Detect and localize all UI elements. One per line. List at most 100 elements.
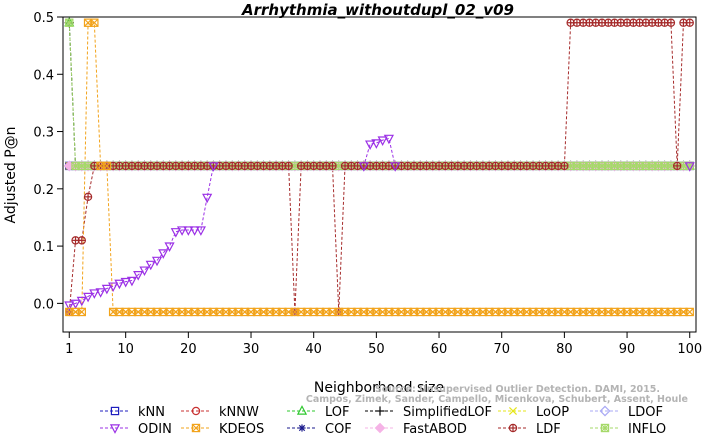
legend-item-knn: kNN	[100, 405, 165, 420]
point-odin-11	[133, 271, 144, 281]
point-odin-9	[120, 277, 131, 288]
y-tick-label: 0.3	[33, 126, 54, 141]
point-odin-19	[183, 226, 194, 236]
point-kdeos-2	[77, 307, 87, 317]
x-tick-label: 10	[117, 342, 134, 357]
legend-marker-ldf	[508, 423, 518, 433]
point-odin-20	[189, 226, 200, 236]
point-ldf-96	[666, 18, 676, 27]
y-tick-label: 0.4	[33, 68, 54, 83]
y-tick-label: 0.0	[33, 297, 54, 312]
point-odin-21	[195, 226, 206, 236]
point-odin-8	[114, 279, 125, 290]
chart-title: Arrhythmia_withoutdupl_02_v09	[241, 1, 514, 19]
axes: 1 10 20 30 40 50 60 70 80 90 100 0.0 0.1 0.2 0.3 0.4 0.5	[33, 11, 702, 357]
point-odin-25	[364, 140, 376, 151]
plot-markers	[63, 16, 696, 317]
legend-label-kdeos: KDEOS	[219, 422, 264, 434]
point-odin-23	[208, 162, 219, 172]
series-markers-odin	[64, 134, 695, 311]
legend-item-inflo: INFLO	[590, 422, 666, 434]
legend-marker-knn	[110, 406, 120, 416]
x-tick-label: 60	[431, 342, 448, 357]
legend-marker-ldof	[599, 405, 611, 417]
point-odin-12	[139, 266, 150, 277]
series-markers-kdeos	[65, 18, 694, 317]
legend-item-fastabod: FastABOD	[365, 422, 467, 434]
legend-label-ldof: LDOF	[628, 405, 663, 420]
legend-item-knnw: kNNW	[181, 405, 259, 420]
point-kdeos-4	[90, 18, 99, 27]
point-odin-4	[89, 289, 100, 299]
legend-label-odin: ODIN	[138, 422, 172, 434]
point-odin-18	[176, 226, 188, 236]
legend-label-lof: LOF	[325, 405, 350, 420]
point-odin-7	[108, 282, 119, 293]
legend-marker-simplifiedlof	[375, 406, 385, 416]
point-ldf-42	[328, 161, 337, 171]
y-tick-label: 0.1	[33, 240, 54, 255]
point-odin-3	[82, 292, 94, 303]
y-tick-label: 0.2	[33, 183, 54, 198]
point-odin-16	[164, 242, 175, 252]
point-kdeos-6	[102, 161, 112, 171]
series-markers-lof	[64, 16, 695, 170]
point-odin-5	[95, 288, 106, 298]
series-line-simplifiedlof	[68, 22, 690, 167]
point-odin-26	[371, 139, 382, 149]
x-tick-label: 80	[556, 342, 573, 357]
point-ldf-2	[77, 236, 87, 245]
legend-marker-kdeos	[191, 423, 201, 433]
legend-label-simplifiedlof: SimplifiedLOF	[403, 405, 492, 420]
point-odin-27	[377, 136, 388, 147]
point-odin-22	[202, 193, 213, 204]
x-tick-label: 50	[368, 342, 385, 357]
point-odin-0	[64, 301, 75, 311]
legend-label-fastabod: FastABOD	[403, 422, 467, 434]
legend-item-cof: COF	[287, 422, 352, 434]
point-odin-30	[684, 162, 695, 172]
point-kdeos-99	[685, 307, 694, 317]
series-markers-ldf	[65, 18, 694, 317]
legend-label-cof: COF	[325, 422, 352, 434]
legend-item-ldof: LDOF	[590, 405, 663, 420]
point-odin-6	[101, 284, 112, 295]
point-odin-14	[151, 256, 163, 267]
legend-item-loop: LoOP	[498, 405, 569, 420]
point-odin-15	[158, 249, 169, 259]
legend-item-ldf: LDF	[498, 422, 561, 434]
x-tick-label: 100	[677, 342, 702, 357]
series-line-lof	[68, 22, 690, 167]
legend-marker-knnw	[191, 406, 201, 416]
point-odin-29	[390, 162, 401, 172]
point-ldf-79	[560, 161, 569, 171]
point-odin-13	[145, 260, 156, 271]
point-odin-10	[126, 276, 138, 287]
legend-item-simplifiedlof: SimplifiedLOF	[365, 405, 492, 420]
point-ldf-97	[672, 161, 682, 171]
legend-marker-inflo	[600, 423, 610, 433]
point-ldf-35	[284, 161, 293, 171]
x-tick-label: 90	[619, 342, 636, 357]
legend-label-loop: LoOP	[536, 405, 569, 420]
legend-item-lof: LOF	[287, 405, 350, 420]
legend-item-kdeos: KDEOS	[181, 422, 264, 434]
watermark-line-1: Source: Unsupervised Outlier Detection. …	[375, 384, 660, 395]
x-axis-label: Neighborhood size	[314, 380, 444, 396]
point-odin-1	[70, 299, 81, 310]
legend-marker-lof	[296, 405, 308, 415]
y-tick-label: 0.5	[33, 11, 54, 26]
legend-marker-fastabod	[374, 422, 386, 434]
point-ldf-99	[685, 18, 694, 27]
legend-label-knn: kNN	[138, 405, 165, 420]
plot-frame	[62, 16, 697, 333]
legend-label-inflo: INFLO	[628, 422, 666, 434]
series-markers-inflo	[65, 18, 694, 171]
x-tick-label: 1	[65, 342, 73, 357]
series-markers-simplifiedlof	[64, 18, 695, 171]
point-ldf-3	[83, 192, 93, 202]
x-tick-label: 30	[243, 342, 260, 357]
point-odin-28	[383, 134, 395, 145]
y-axis-label: Adjusted P@n	[3, 126, 19, 223]
